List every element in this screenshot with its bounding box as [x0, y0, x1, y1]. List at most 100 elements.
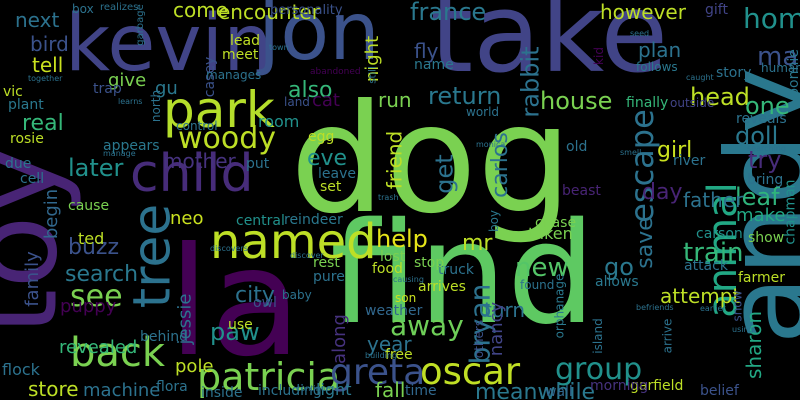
word-ted: ted: [78, 229, 105, 248]
word-get: get: [430, 154, 459, 194]
word-reveals: reveals: [736, 111, 787, 127]
word-tell: tell: [32, 53, 64, 77]
word-nancy: nancy: [486, 301, 508, 357]
word-train: train: [683, 238, 744, 268]
word-name: name: [414, 57, 454, 73]
word-chase: chase: [535, 215, 577, 231]
word-befriends: befriends: [636, 303, 674, 312]
word-named: named: [210, 214, 377, 270]
word-jon: jon: [258, 0, 380, 78]
word-allows: allows: [595, 274, 639, 290]
word-neo: neo: [170, 208, 204, 229]
word-earlier: earlier: [700, 304, 726, 313]
word-free: free: [385, 347, 413, 363]
word-city: city: [235, 283, 275, 308]
word-beast: beast: [562, 183, 601, 199]
word-la: la: [168, 216, 302, 390]
word-revealed: revealed: [59, 337, 138, 358]
word-run: run: [378, 88, 412, 112]
word-manages: manages: [206, 68, 262, 82]
word-kid: kid: [591, 47, 606, 65]
word-time: time: [405, 383, 437, 399]
word-finally: finally: [626, 95, 669, 111]
word-rest: rest: [313, 255, 340, 271]
word-away: away: [390, 309, 464, 342]
word-continue: continue: [296, 384, 331, 393]
word-day: day: [642, 180, 683, 205]
word-home: home: [743, 2, 800, 35]
word-cause: cause: [68, 198, 110, 214]
word-escape: escape: [622, 109, 661, 223]
word-turn: turn: [484, 298, 526, 322]
word-land: land: [284, 95, 310, 109]
word-paw: paw: [210, 318, 260, 346]
word-oscar: oscar: [420, 350, 521, 393]
word-year: year: [367, 332, 412, 356]
word-plan: plan: [638, 38, 682, 62]
word-garfield: garfield: [630, 378, 684, 394]
word-light: light: [316, 380, 352, 399]
word-fall: fall: [375, 378, 406, 400]
word-gift: gift: [705, 2, 728, 18]
word-leaf: leaf: [735, 183, 780, 211]
word-store: store: [28, 377, 79, 400]
word-trap: trap: [93, 81, 122, 97]
word-morning: morning: [590, 378, 649, 394]
word-using: using: [732, 325, 754, 334]
word-real: real: [22, 111, 64, 136]
word-belief: belief: [700, 383, 739, 399]
word-including: including: [258, 383, 322, 399]
word-france: france: [410, 0, 487, 26]
word-mother: mother: [163, 149, 236, 173]
word-baby: baby: [282, 288, 312, 302]
word-searching: searching: [747, 144, 786, 153]
word-go: go: [604, 253, 634, 281]
word-follows: follows: [636, 60, 678, 74]
word-back: back: [70, 330, 166, 376]
word-encounter: encounter: [218, 0, 320, 24]
word-taken: taken: [528, 224, 573, 243]
word-pole: pole: [175, 356, 214, 377]
word-discovers: discovers: [210, 244, 248, 253]
word-town: town: [269, 43, 289, 52]
word-owl: owl: [253, 295, 277, 311]
word-group: group: [555, 352, 643, 387]
word-begin: begin: [41, 188, 63, 240]
word-egg: egg: [308, 129, 335, 145]
word-vic: vic: [3, 84, 23, 100]
word-truck: truck: [438, 262, 474, 278]
word-trash: trash: [378, 193, 399, 202]
word-reindeer: reindeer: [284, 212, 343, 228]
word-set: set: [320, 179, 342, 195]
word-world: world: [466, 105, 500, 119]
word-lead: lead: [230, 33, 260, 49]
word-learns: learns: [118, 97, 143, 106]
word-farmer: farmer: [738, 270, 786, 286]
word-eve: eve: [307, 146, 348, 171]
word-discover: discover: [290, 251, 324, 260]
word-mr: mr: [462, 231, 493, 256]
word-due: due: [5, 156, 32, 172]
word-find: find: [330, 193, 596, 356]
word-central: central: [236, 213, 285, 229]
word-weather: weather: [365, 303, 423, 319]
word-found: found: [520, 278, 555, 292]
word-also: also: [288, 78, 333, 103]
word-father: father: [683, 188, 744, 212]
word-girl: girl: [657, 138, 693, 163]
word-put: put: [246, 156, 270, 172]
word-fly: fly: [414, 39, 439, 63]
word-patricia: patricia: [197, 355, 341, 399]
word-use: use: [228, 317, 253, 333]
word-arrive: arrive: [660, 318, 675, 354]
word-north: north: [149, 89, 164, 123]
word-together: together: [28, 74, 63, 83]
word-garbage: garbage: [134, 4, 146, 46]
word-control: control: [176, 119, 218, 133]
word-later: later: [68, 154, 124, 182]
word-friend: friend: [382, 130, 407, 190]
word-food: food: [372, 261, 403, 277]
word-head: head: [690, 83, 750, 111]
word-others: others: [472, 319, 487, 359]
